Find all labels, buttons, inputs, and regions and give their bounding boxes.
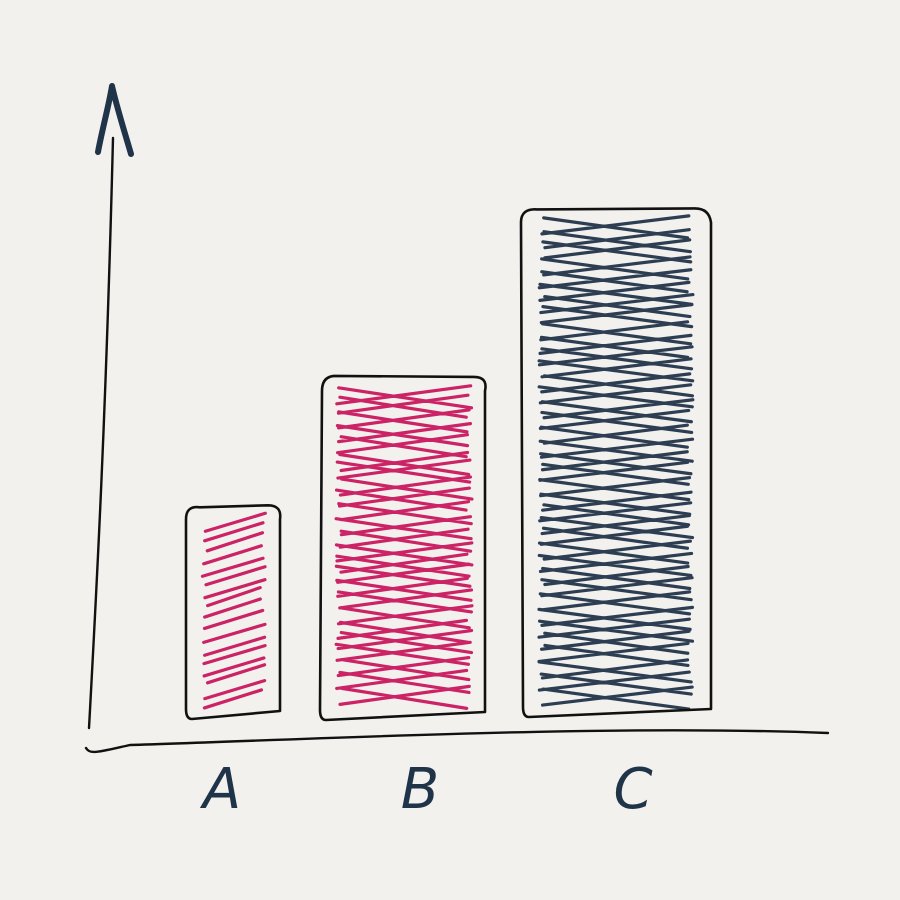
bar-fill-B <box>334 384 474 710</box>
y-axis-arrowhead <box>95 83 134 157</box>
x-tick-label-A: A <box>200 757 241 822</box>
bar-outline-C <box>519 207 713 719</box>
x-tick-label-B: B <box>401 757 439 822</box>
x-tick-label-C: C <box>613 757 652 822</box>
bar-A <box>184 504 282 721</box>
x-tick-labels: A B C <box>200 757 653 822</box>
x-axis-line <box>84 729 830 754</box>
bar-C <box>519 207 713 719</box>
bar-fill-A <box>200 511 267 710</box>
y-axis-line <box>87 136 115 730</box>
bar-outline-B <box>318 374 487 722</box>
bar-fill-C <box>537 214 695 711</box>
bar-B <box>318 374 487 722</box>
bars-group <box>184 207 713 722</box>
bar-outline-A <box>184 504 282 721</box>
